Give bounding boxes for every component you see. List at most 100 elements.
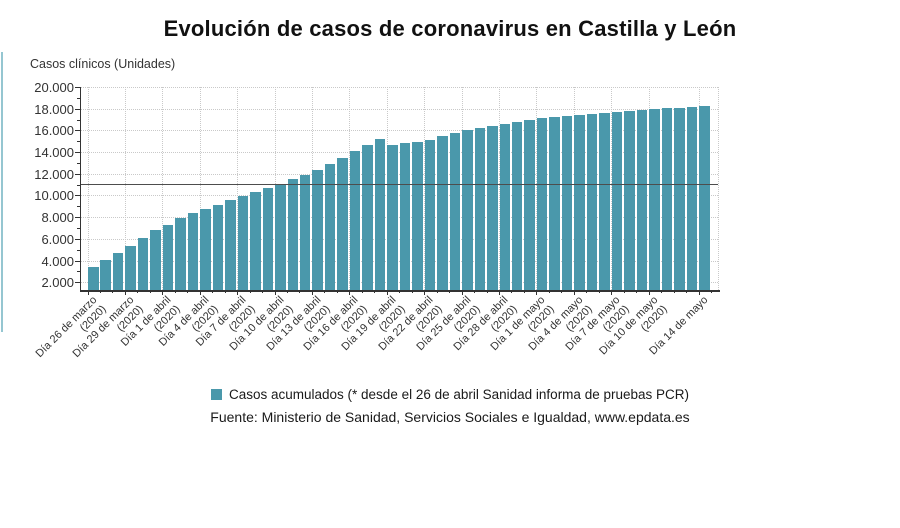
bar[interactable] bbox=[374, 139, 386, 290]
bar[interactable] bbox=[674, 107, 685, 290]
bar[interactable] bbox=[349, 151, 361, 290]
y-axis-minor-tick bbox=[77, 184, 80, 186]
reference-line bbox=[80, 183, 718, 185]
bar[interactable] bbox=[299, 174, 311, 290]
y-gridline bbox=[80, 282, 718, 284]
y-axis-title: Casos clínicos (Unidades) bbox=[30, 57, 176, 71]
bar[interactable] bbox=[549, 116, 560, 290]
bar[interactable] bbox=[661, 108, 673, 290]
bar[interactable] bbox=[424, 140, 436, 290]
bar[interactable] bbox=[387, 145, 398, 290]
y-axis-minor-tick bbox=[77, 206, 80, 208]
y-gridline bbox=[80, 152, 718, 154]
plot-right-border bbox=[718, 87, 719, 290]
legend-label: Casos acumulados (* desde el 26 de abril… bbox=[228, 386, 689, 402]
x-gridline bbox=[237, 87, 239, 290]
y-axis-tick bbox=[75, 282, 80, 284]
y-gridline bbox=[80, 87, 718, 88]
bar[interactable] bbox=[112, 253, 124, 290]
bar[interactable] bbox=[262, 187, 274, 290]
y-axis-minor-tick bbox=[77, 97, 80, 99]
bar[interactable] bbox=[212, 204, 224, 290]
y-tick-label: 10.000 bbox=[34, 188, 74, 204]
bar[interactable] bbox=[524, 119, 535, 290]
bar[interactable] bbox=[100, 260, 111, 290]
bar[interactable] bbox=[88, 267, 99, 290]
bar[interactable] bbox=[187, 212, 199, 290]
bar[interactable] bbox=[250, 191, 261, 290]
bar[interactable] bbox=[561, 115, 573, 290]
y-tick-label: 2.000 bbox=[41, 275, 74, 291]
y-tick-label: 4.000 bbox=[41, 253, 74, 269]
bar[interactable] bbox=[586, 113, 598, 290]
y-axis-tick bbox=[75, 173, 80, 175]
bar[interactable] bbox=[487, 125, 498, 290]
bar[interactable] bbox=[137, 237, 149, 290]
x-gridline bbox=[162, 87, 164, 290]
y-axis-tick bbox=[75, 217, 80, 219]
y-gridline bbox=[80, 130, 718, 132]
bar[interactable] bbox=[337, 157, 348, 290]
y-axis-tick bbox=[75, 195, 80, 197]
y-axis-tick bbox=[75, 152, 80, 154]
left-edge-artifact bbox=[1, 52, 3, 332]
bar[interactable] bbox=[162, 224, 174, 290]
bar[interactable] bbox=[412, 141, 423, 290]
bar[interactable] bbox=[462, 130, 473, 290]
bar[interactable] bbox=[699, 105, 710, 290]
y-axis-line bbox=[80, 87, 81, 290]
bar[interactable] bbox=[649, 109, 660, 290]
bar[interactable] bbox=[200, 209, 211, 290]
y-axis-minor-tick bbox=[77, 162, 80, 164]
y-tick-label: 8.000 bbox=[41, 210, 74, 226]
bar[interactable] bbox=[324, 164, 336, 290]
legend-marker-icon bbox=[210, 388, 222, 400]
legend-item[interactable]: Casos acumulados (* desde el 26 de abril… bbox=[0, 386, 900, 402]
bar[interactable] bbox=[437, 136, 448, 290]
bar[interactable] bbox=[362, 144, 373, 290]
y-tick-label: 20.000 bbox=[34, 80, 74, 95]
bar[interactable] bbox=[636, 109, 648, 290]
y-gridline bbox=[80, 195, 718, 197]
y-tick-label: 6.000 bbox=[41, 231, 74, 247]
bar[interactable] bbox=[599, 112, 610, 290]
y-tick-label: 18.000 bbox=[34, 101, 74, 117]
y-gridline bbox=[80, 173, 718, 175]
bar[interactable] bbox=[312, 170, 323, 290]
bar[interactable] bbox=[449, 133, 461, 290]
bar[interactable] bbox=[125, 246, 136, 290]
bar[interactable] bbox=[175, 218, 186, 290]
bar[interactable] bbox=[399, 143, 411, 290]
bar[interactable] bbox=[275, 183, 286, 290]
bar[interactable] bbox=[624, 110, 635, 290]
y-tick-label: 16.000 bbox=[34, 123, 74, 139]
y-axis-minor-tick bbox=[77, 228, 80, 230]
y-axis-minor-tick bbox=[77, 119, 80, 121]
bar[interactable] bbox=[237, 196, 249, 290]
bar[interactable] bbox=[225, 200, 236, 290]
bar[interactable] bbox=[511, 121, 523, 290]
chart-title: Evolución de casos de coronavirus en Cas… bbox=[163, 16, 737, 41]
bar[interactable] bbox=[150, 230, 161, 290]
bar[interactable] bbox=[499, 123, 510, 290]
y-gridline bbox=[80, 217, 718, 219]
y-tick-label: 12.000 bbox=[34, 166, 74, 182]
bar[interactable] bbox=[686, 107, 698, 290]
y-axis-minor-tick bbox=[77, 271, 80, 273]
y-axis-minor-tick bbox=[77, 249, 80, 251]
y-gridline bbox=[80, 260, 718, 262]
x-gridline bbox=[124, 87, 126, 290]
bar[interactable] bbox=[574, 114, 585, 290]
x-gridline bbox=[199, 87, 201, 290]
x-axis-line bbox=[80, 290, 720, 292]
bar[interactable] bbox=[474, 128, 486, 290]
x-gridline bbox=[87, 87, 89, 290]
bar[interactable] bbox=[611, 111, 623, 290]
source-text: Fuente: Ministerio de Sanidad, Servicios… bbox=[210, 409, 690, 425]
y-axis-minor-tick bbox=[77, 141, 80, 143]
bar[interactable] bbox=[287, 179, 299, 290]
y-axis-tick bbox=[75, 108, 80, 110]
bar[interactable] bbox=[536, 118, 548, 290]
